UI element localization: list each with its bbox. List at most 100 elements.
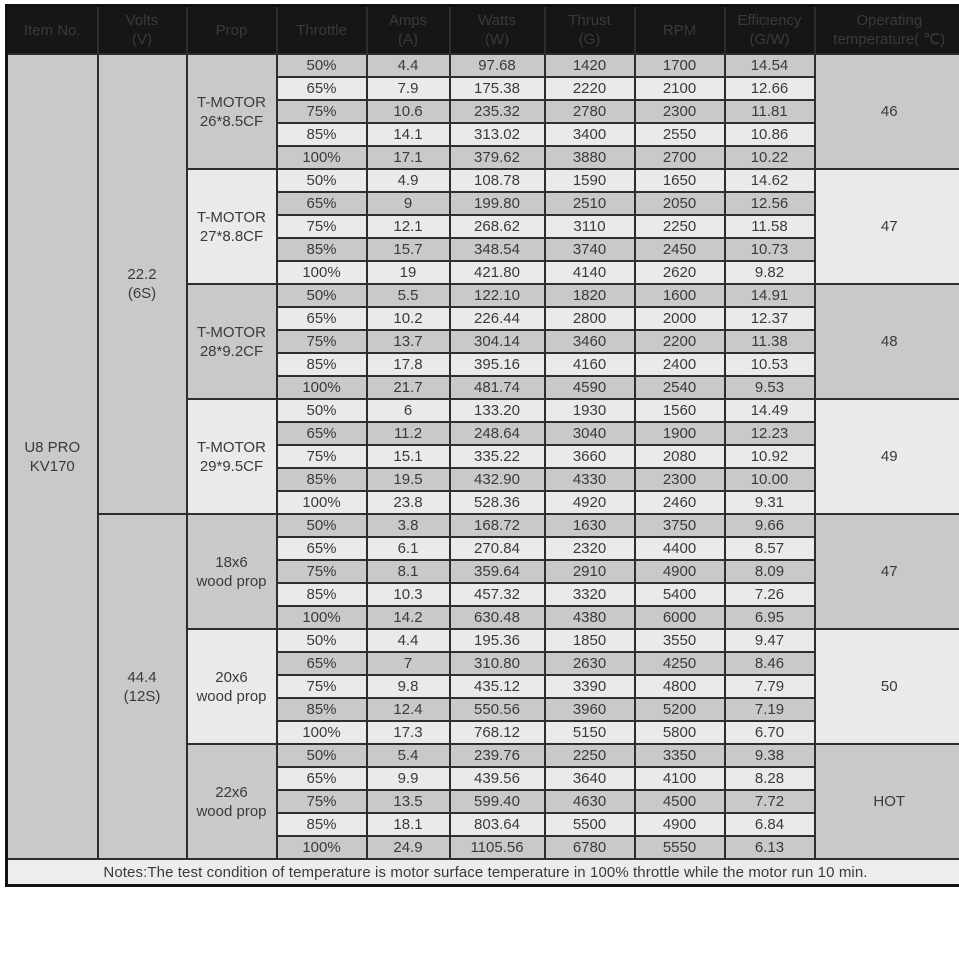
rpm-cell: 5550 [633, 835, 726, 860]
watts-cell: 248.64 [448, 421, 546, 446]
column-header-thrust: Thrust (G) [543, 4, 636, 55]
rpm-cell: 2700 [633, 145, 726, 170]
amps-cell: 24.9 [365, 835, 451, 860]
efficiency-cell: 10.73 [723, 237, 816, 262]
watts-cell: 175.38 [448, 76, 546, 101]
rpm-cell: 4250 [633, 651, 726, 676]
throttle-cell: 85% [275, 122, 368, 147]
watts-cell: 270.84 [448, 536, 546, 561]
amps-cell: 9.8 [365, 674, 451, 699]
efficiency-cell: 14.54 [723, 53, 816, 78]
rpm-cell: 2460 [633, 490, 726, 515]
watts-cell: 768.12 [448, 720, 546, 745]
amps-cell: 9.9 [365, 766, 451, 791]
throttle-cell: 100% [275, 145, 368, 170]
rpm-cell: 2300 [633, 99, 726, 124]
efficiency-cell: 8.28 [723, 766, 816, 791]
column-header-efficiency: Efficiency (G/W) [723, 4, 816, 55]
throttle-cell: 100% [275, 490, 368, 515]
data-row: 75% 8.1 359.64 2910 4900 8.09 [7, 559, 959, 584]
efficiency-cell: 11.81 [723, 99, 816, 124]
watts-cell: 195.36 [448, 628, 546, 653]
thrust-cell: 4330 [543, 467, 636, 492]
thrust-cell: 2220 [543, 76, 636, 101]
rpm-cell: 4100 [633, 766, 726, 791]
data-row: 75% 9.8 435.12 3390 4800 7.79 [7, 674, 959, 699]
prop-cell: 18x6 wood prop [185, 513, 278, 630]
watts-cell: 359.64 [448, 559, 546, 584]
rpm-cell: 2450 [633, 237, 726, 262]
throttle-cell: 65% [275, 76, 368, 101]
watts-cell: 481.74 [448, 375, 546, 400]
throttle-cell: 85% [275, 582, 368, 607]
rpm-cell: 2050 [633, 191, 726, 216]
amps-cell: 12.4 [365, 697, 451, 722]
thrust-cell: 1630 [543, 513, 636, 538]
thrust-cell: 4140 [543, 260, 636, 285]
amps-cell: 15.7 [365, 237, 451, 262]
thrust-cell: 1590 [543, 168, 636, 193]
efficiency-cell: 6.84 [723, 812, 816, 837]
data-row: 85% 17.8 395.16 4160 2400 10.53 [7, 352, 959, 377]
efficiency-cell: 7.79 [723, 674, 816, 699]
data-row: 65% 7.9 175.38 2220 2100 12.66 [7, 76, 959, 101]
data-row: 65% 6.1 270.84 2320 4400 8.57 [7, 536, 959, 561]
data-row: T-MOTOR 29*9.5CF 50% 6 133.20 1930 1560 14.49 49 [7, 398, 959, 515]
thrust-cell: 3110 [543, 214, 636, 239]
thrust-cell: 2510 [543, 191, 636, 216]
throttle-cell: 65% [275, 651, 368, 676]
data-row: 100% 17.3 768.12 5150 5800 6.70 [7, 720, 959, 745]
throttle-cell: 100% [275, 260, 368, 285]
rpm-cell: 2100 [633, 76, 726, 101]
throttle-cell: 85% [275, 237, 368, 262]
temperature-cell: 46 [813, 53, 959, 170]
temperature-cell: 50 [813, 628, 959, 745]
efficiency-cell: 14.91 [723, 283, 816, 308]
rpm-cell: 1600 [633, 283, 726, 308]
amps-cell: 10.2 [365, 306, 451, 331]
temperature-cell: HOT [813, 743, 959, 860]
watts-cell: 432.90 [448, 467, 546, 492]
efficiency-cell: 14.49 [723, 398, 816, 423]
thrust-cell: 2800 [543, 306, 636, 331]
temperature-cell: 48 [813, 283, 959, 400]
throttle-cell: 50% [275, 743, 368, 768]
watts-cell: 348.54 [448, 237, 546, 262]
rpm-cell: 4800 [633, 674, 726, 699]
efficiency-cell: 8.09 [723, 559, 816, 584]
thrust-cell: 1820 [543, 283, 636, 308]
throttle-cell: 50% [275, 168, 368, 193]
amps-cell: 4.4 [365, 628, 451, 653]
thrust-cell: 2780 [543, 99, 636, 124]
throttle-cell: 100% [275, 720, 368, 745]
efficiency-cell: 10.22 [723, 145, 816, 170]
data-row: 22x6 wood prop 50% 5.4 239.76 2250 3350 9.38 HOT [7, 743, 959, 860]
throttle-cell: 75% [275, 329, 368, 354]
prop-cell: T-MOTOR 29*9.5CF [185, 398, 278, 515]
rpm-cell: 2550 [633, 122, 726, 147]
rpm-cell: 5400 [633, 582, 726, 607]
watts-cell: 268.62 [448, 214, 546, 239]
rpm-cell: 1650 [633, 168, 726, 193]
temperature-cell: 47 [813, 168, 959, 285]
column-header-watts: Watts (W) [448, 4, 546, 55]
watts-cell: 599.40 [448, 789, 546, 814]
amps-cell: 9 [365, 191, 451, 216]
amps-cell: 18.1 [365, 812, 451, 837]
data-row: 100% 23.8 528.36 4920 2460 9.31 [7, 490, 959, 515]
watts-cell: 239.76 [448, 743, 546, 768]
watts-cell: 304.14 [448, 329, 546, 354]
amps-cell: 21.7 [365, 375, 451, 400]
motor-spec-table: Item No. Volts (V) Prop Throttle Amps (A) Watts… [5, 4, 959, 887]
amps-cell: 4.9 [365, 168, 451, 193]
watts-cell: 803.64 [448, 812, 546, 837]
efficiency-cell: 14.62 [723, 168, 816, 193]
efficiency-cell: 7.72 [723, 789, 816, 814]
throttle-cell: 85% [275, 697, 368, 722]
efficiency-cell: 12.66 [723, 76, 816, 101]
column-header-amps: Amps (A) [365, 4, 451, 55]
column-header-volts: Volts (V) [96, 4, 188, 55]
rpm-cell: 3750 [633, 513, 726, 538]
thrust-cell: 2630 [543, 651, 636, 676]
watts-cell: 550.56 [448, 697, 546, 722]
